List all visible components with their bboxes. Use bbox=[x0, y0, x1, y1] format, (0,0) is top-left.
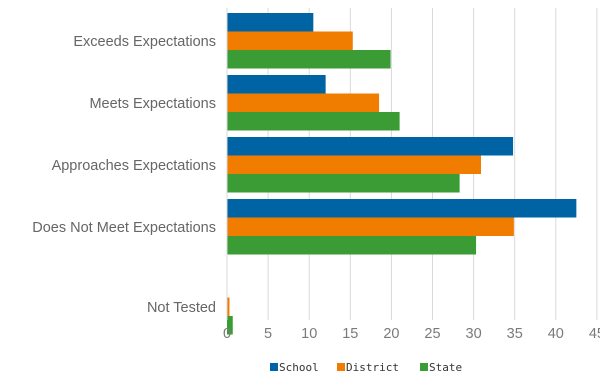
bar-state-3 bbox=[227, 236, 477, 255]
category-labels: Exceeds Expectations Meets Expectations Ap… bbox=[32, 34, 216, 316]
x-tick-label: 5 bbox=[264, 326, 272, 342]
x-tick-label: 35 bbox=[507, 326, 523, 342]
bar-school-0 bbox=[227, 13, 314, 32]
category-label: Approaches Expectations bbox=[52, 158, 216, 174]
bar-school-1 bbox=[227, 75, 326, 94]
x-tick-label: 0 bbox=[223, 326, 231, 342]
legend-label-state: State bbox=[429, 361, 462, 374]
bar-district-4 bbox=[227, 297, 230, 316]
x-tick-labels: 0 5 10 15 20 25 30 35 40 45 bbox=[223, 326, 600, 342]
x-tick-label: 30 bbox=[466, 326, 482, 342]
bars bbox=[227, 13, 577, 335]
bar-school-3 bbox=[227, 199, 577, 218]
legend: School District State bbox=[270, 361, 462, 374]
category-label: Does Not Meet Expectations bbox=[32, 220, 216, 236]
bar-district-3 bbox=[227, 217, 514, 236]
legend-swatch-district bbox=[337, 363, 345, 371]
bar-state-4 bbox=[227, 316, 233, 335]
bar-district-1 bbox=[227, 93, 380, 112]
legend-label-school: School bbox=[279, 361, 319, 374]
x-tick-label: 15 bbox=[342, 326, 358, 342]
bar-district-2 bbox=[227, 155, 481, 174]
legend-swatch-school bbox=[270, 363, 278, 371]
bar-district-0 bbox=[227, 31, 353, 50]
x-tick-label: 25 bbox=[424, 326, 440, 342]
legend-swatch-state bbox=[420, 363, 428, 371]
bar-state-2 bbox=[227, 174, 460, 193]
bar-state-1 bbox=[227, 112, 400, 131]
category-label: Not Tested bbox=[147, 300, 216, 316]
bar-state-0 bbox=[227, 50, 391, 69]
bar-school-2 bbox=[227, 137, 514, 156]
category-label: Meets Expectations bbox=[89, 96, 216, 112]
category-label: Exceeds Expectations bbox=[73, 34, 216, 50]
x-tick-label: 10 bbox=[301, 326, 317, 342]
x-tick-label: 45 bbox=[589, 326, 600, 342]
legend-label-district: District bbox=[346, 361, 399, 374]
x-tick-label: 20 bbox=[383, 326, 399, 342]
x-tick-label: 40 bbox=[548, 326, 564, 342]
